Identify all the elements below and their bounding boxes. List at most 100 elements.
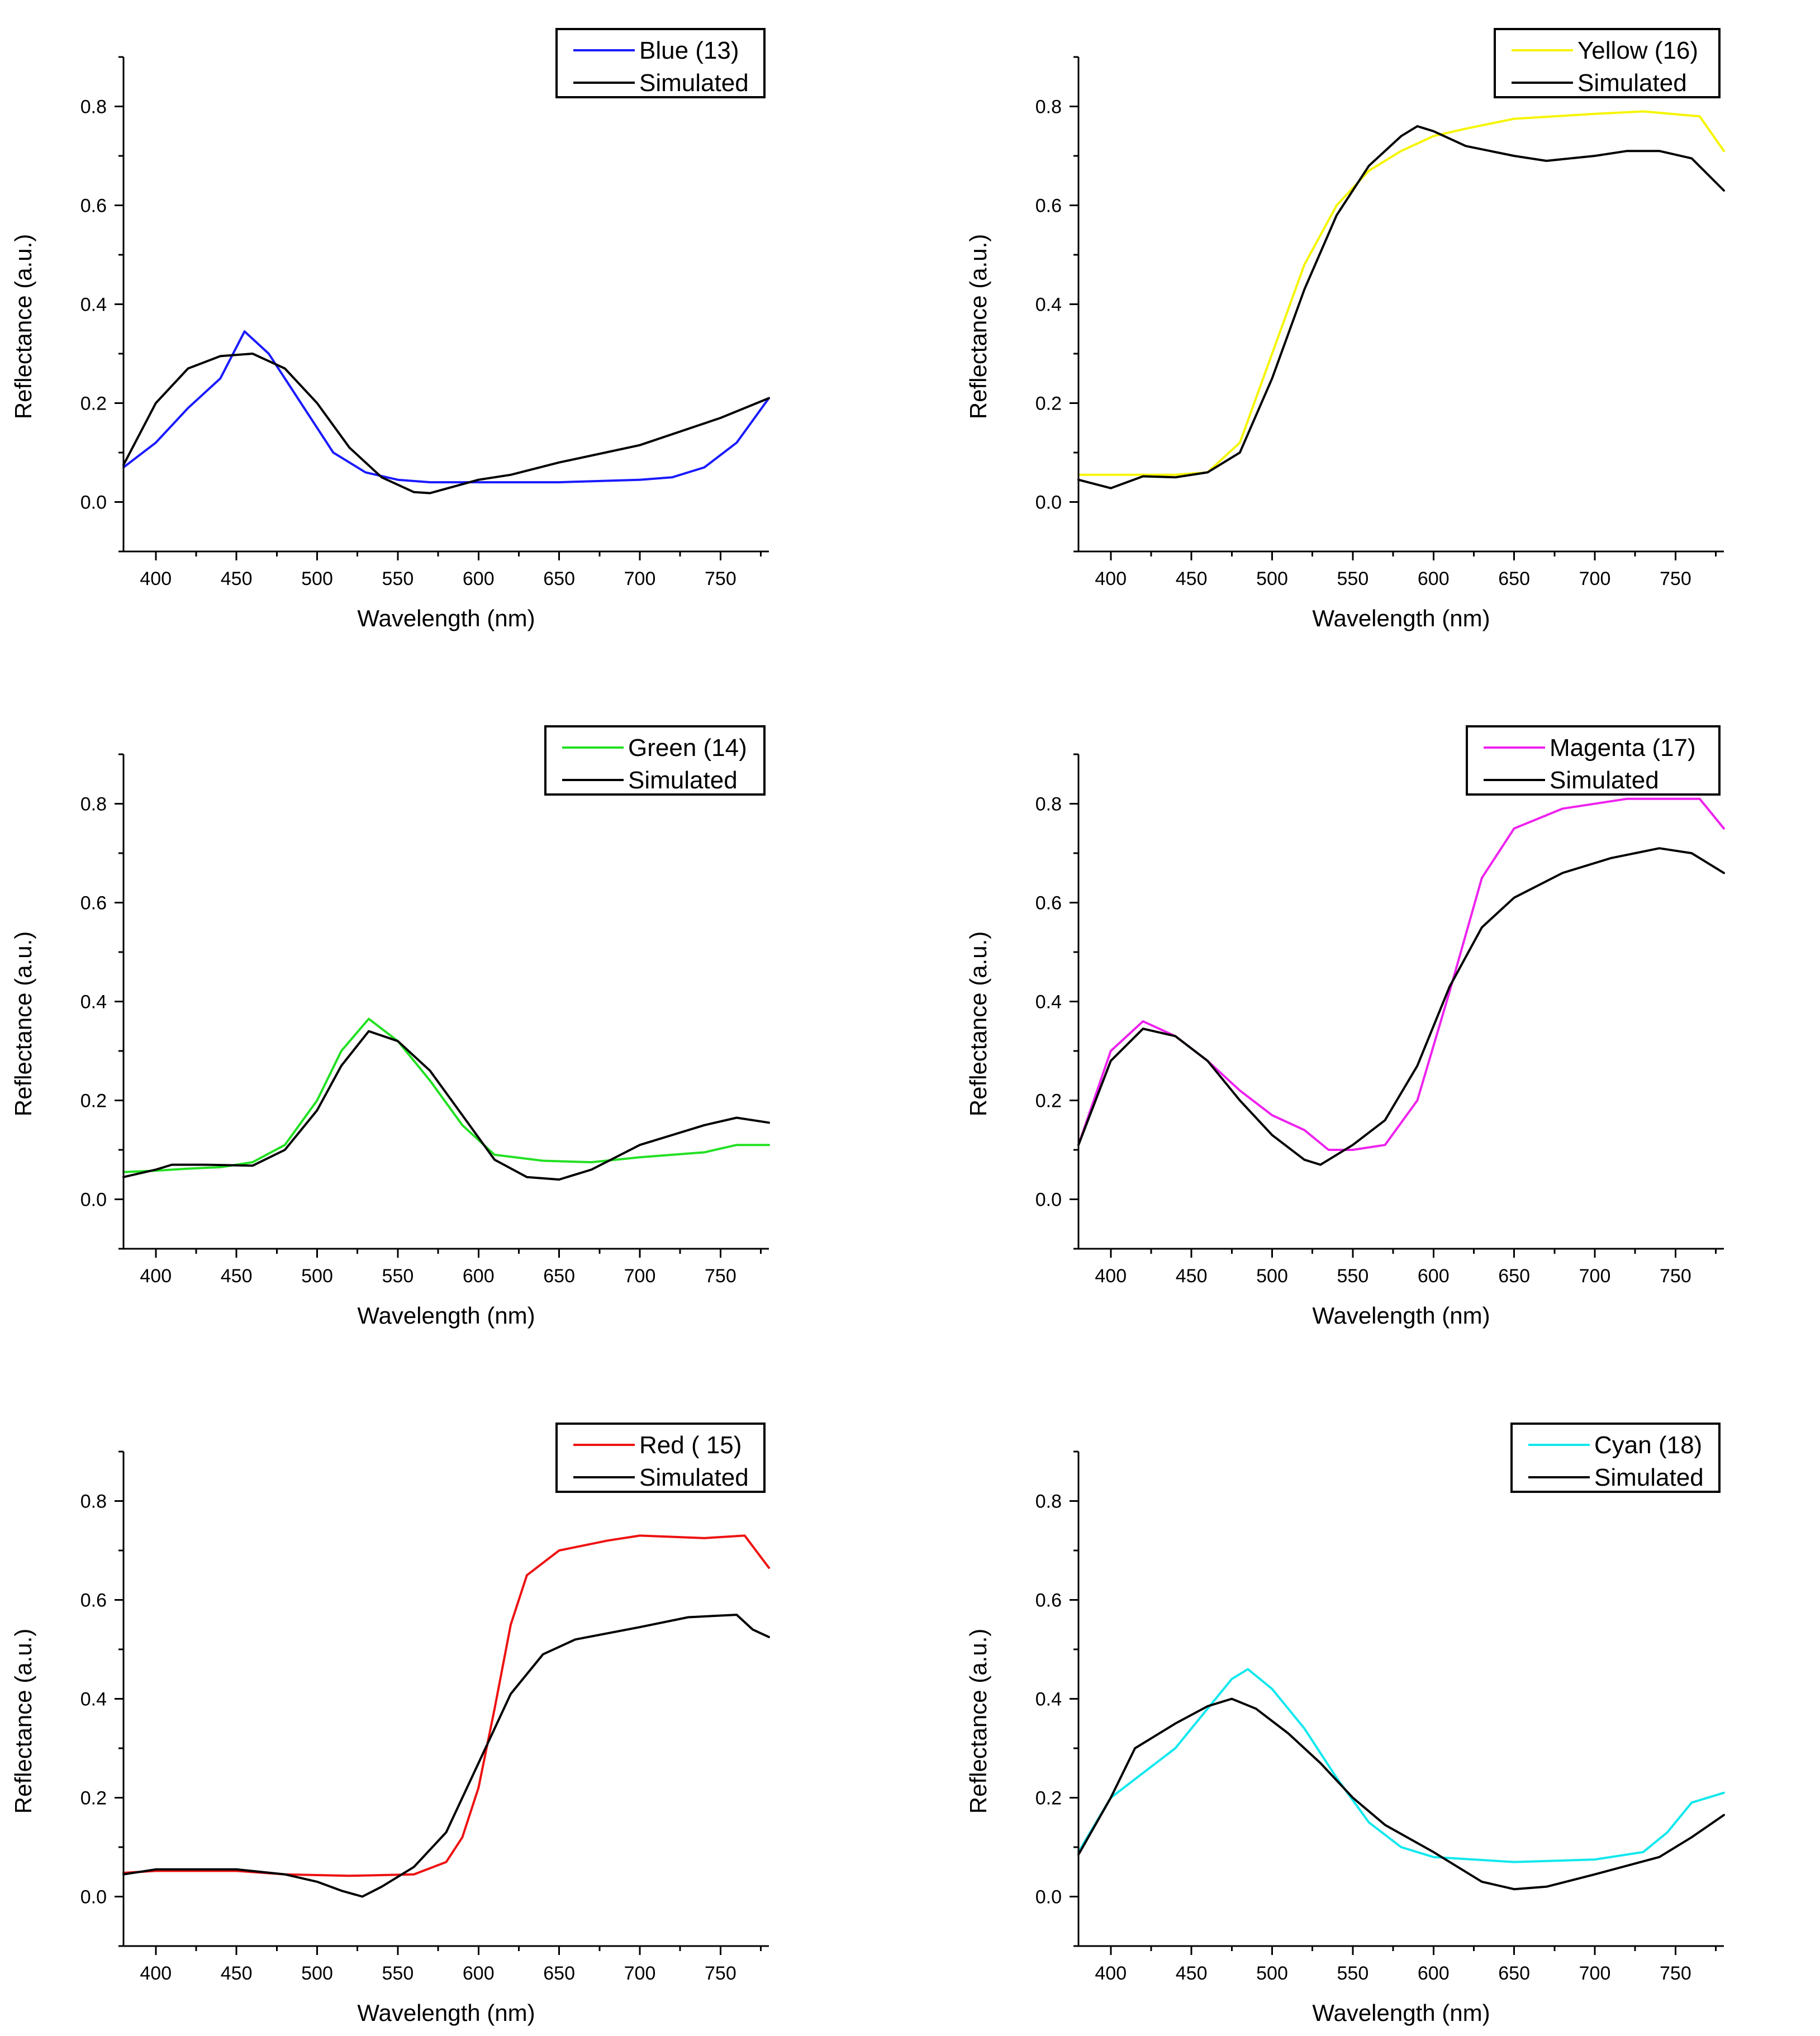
y-axis-title: Reflectance (a.u.) <box>10 931 36 1117</box>
y-tick-label: 0.8 <box>1035 1491 1062 1512</box>
legend-label: Red ( 15) <box>639 1431 742 1459</box>
x-tick-label: 400 <box>1095 568 1127 589</box>
series-line-simulated <box>1077 125 1725 489</box>
x-tick-label: 400 <box>140 568 172 589</box>
chart-panel-5: 400 450 500 550 600 650 700 750 0.0 0.2 0.4 0.6 0.8 W… <box>10 1423 770 2026</box>
x-tick-label: 600 <box>463 568 495 589</box>
legend: Cyan (18) Simulated <box>1510 1423 1721 1493</box>
x-tick-label: 650 <box>543 1266 575 1287</box>
legend: Red ( 15) Simulated <box>555 1423 766 1493</box>
x-tick-label: 650 <box>543 568 575 589</box>
y-tick-label: 0.6 <box>1035 1590 1062 1611</box>
y-tick-label: 0.2 <box>80 1788 107 1809</box>
x-tick-label: 550 <box>382 1963 414 1984</box>
y-tick-label: 0.4 <box>1035 294 1062 316</box>
y-axis-title: Reflectance (a.u.) <box>10 234 36 420</box>
y-axis-title: Reflectance (a.u.) <box>965 931 991 1117</box>
y-tick-label: 0.4 <box>80 1689 107 1710</box>
series-line-measured <box>1077 797 1725 1151</box>
series-line-measured <box>1077 1668 1725 1863</box>
x-tick-label: 650 <box>1498 1266 1530 1287</box>
y-tick-label: 0.0 <box>1035 1887 1062 1908</box>
legend-label: Yellow (16) <box>1577 37 1698 64</box>
x-axis-title: Wavelength (nm) <box>357 2000 535 2026</box>
y-tick-label: 0.6 <box>80 893 107 914</box>
x-tick-label: 500 <box>301 1963 333 1984</box>
legend-box <box>544 725 766 796</box>
y-tick-label: 0.4 <box>80 992 107 1013</box>
x-tick-label: 550 <box>1337 1963 1369 1984</box>
legend-label: Simulated <box>628 767 738 794</box>
x-tick-label: 450 <box>1176 568 1208 589</box>
x-tick-label: 450 <box>221 568 253 589</box>
x-axis-title: Wavelength (nm) <box>1312 605 1490 631</box>
legend: Yellow (16) Simulated <box>1494 28 1721 98</box>
y-tick-label: 0.4 <box>1035 992 1062 1013</box>
x-tick-label: 400 <box>140 1266 172 1287</box>
chart-panel-2: 400 450 500 550 600 650 700 750 0.0 0.2 0.4 0.6 0.8 W… <box>965 28 1725 631</box>
x-tick-label: 450 <box>1176 1963 1208 1984</box>
x-tick-label: 750 <box>705 1266 736 1287</box>
x-tick-label: 700 <box>624 1963 656 1984</box>
legend-label: Simulated <box>1594 1464 1704 1491</box>
legend-label: Simulated <box>1577 69 1687 97</box>
y-tick-label: 0.0 <box>80 1887 107 1908</box>
x-tick-label: 500 <box>301 1266 333 1287</box>
x-tick-label: 700 <box>624 1266 656 1287</box>
x-tick-label: 600 <box>463 1963 495 1984</box>
y-tick-label: 0.2 <box>1035 1091 1062 1112</box>
legend: Blue (13) Simulated <box>555 28 766 98</box>
x-tick-label: 700 <box>1579 568 1611 589</box>
x-tick-label: 750 <box>1660 568 1691 589</box>
y-tick-label: 0.8 <box>80 97 107 118</box>
x-tick-label: 450 <box>221 1963 253 1984</box>
y-tick-label: 0.0 <box>80 492 107 513</box>
y-tick-label: 0.6 <box>1035 893 1062 914</box>
chart-panel-6: 400 450 500 550 600 650 700 750 0.0 0.2 0.4 0.6 0.8 W… <box>965 1423 1725 2026</box>
y-tick-label: 0.6 <box>80 196 107 217</box>
legend-label: Green (14) <box>628 734 747 762</box>
series-line-measured <box>122 1017 770 1173</box>
legend-label: Simulated <box>639 1464 749 1491</box>
x-tick-label: 700 <box>624 568 656 589</box>
x-tick-label: 700 <box>1579 1963 1611 1984</box>
series-line-simulated <box>122 1614 770 1898</box>
y-tick-label: 0.8 <box>80 1491 107 1512</box>
y-tick-label: 0.8 <box>1035 794 1062 815</box>
x-tick-label: 750 <box>705 568 736 589</box>
x-tick-label: 650 <box>543 1963 575 1984</box>
y-tick-label: 0.0 <box>80 1190 107 1211</box>
legend-label: Simulated <box>639 69 749 97</box>
legend-box <box>555 28 766 98</box>
legend: Green (14) Simulated <box>544 725 766 796</box>
x-tick-label: 550 <box>382 1266 414 1287</box>
x-tick-label: 600 <box>1418 1963 1450 1984</box>
x-tick-label: 400 <box>1095 1963 1127 1984</box>
x-tick-label: 750 <box>1660 1266 1691 1287</box>
y-tick-label: 0.2 <box>1035 393 1062 415</box>
x-tick-label: 400 <box>1095 1266 1127 1287</box>
x-tick-label: 600 <box>1418 1266 1450 1287</box>
y-tick-label: 0.2 <box>80 393 107 415</box>
x-tick-label: 450 <box>221 1266 253 1287</box>
chart-panel-1: 400 450 500 550 600 650 700 750 0.0 0.2 0.4 0.6 0.8 W… <box>10 28 770 631</box>
x-tick-label: 650 <box>1498 1963 1530 1984</box>
x-axis-title: Wavelength (nm) <box>357 605 535 631</box>
x-tick-label: 500 <box>1256 1963 1288 1984</box>
legend-box <box>1466 725 1721 796</box>
x-tick-label: 550 <box>1337 568 1369 589</box>
series-line-simulated <box>1077 1697 1725 1891</box>
x-tick-label: 600 <box>463 1266 495 1287</box>
legend-label: Cyan (18) <box>1594 1431 1702 1459</box>
x-tick-label: 450 <box>1176 1266 1208 1287</box>
y-tick-label: 0.2 <box>1035 1788 1062 1809</box>
legend-box <box>1510 1423 1721 1493</box>
x-tick-label: 550 <box>1337 1266 1369 1287</box>
x-tick-label: 500 <box>1256 1266 1288 1287</box>
series-line-simulated <box>122 1030 770 1181</box>
series-line-measured <box>1077 110 1725 476</box>
series-line-simulated <box>122 353 770 494</box>
x-tick-label: 650 <box>1498 568 1530 589</box>
legend-box <box>555 1423 766 1493</box>
